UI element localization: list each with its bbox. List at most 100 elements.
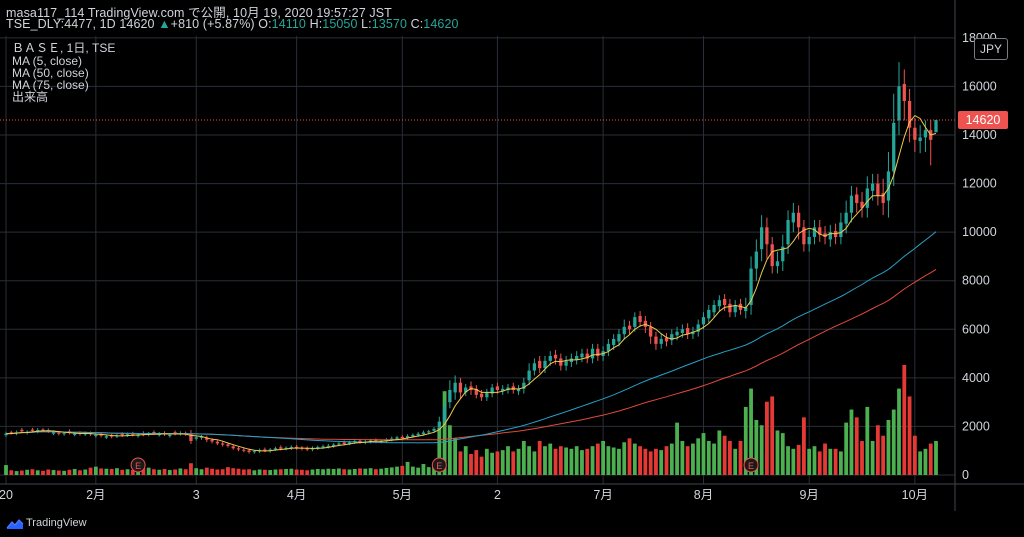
volume-bar <box>754 420 759 475</box>
volume-bar <box>19 470 24 475</box>
candle-body <box>818 227 822 235</box>
candle-body <box>4 433 8 436</box>
candle-body <box>474 388 478 395</box>
volume-bar <box>157 469 162 475</box>
tradingview-logo-icon[interactable] <box>6 518 24 530</box>
candle-body <box>432 428 436 431</box>
currency-badge[interactable]: JPY <box>974 38 1008 60</box>
candle <box>923 120 928 152</box>
earnings-E-icon[interactable]: E <box>743 457 759 473</box>
candle-body <box>289 447 293 449</box>
candle <box>617 329 621 347</box>
volume-bar <box>479 456 484 475</box>
candle-body <box>701 317 706 325</box>
candle-body <box>405 436 410 438</box>
candle-body <box>168 434 172 437</box>
y-tick-label: 14000 <box>962 128 997 142</box>
candle <box>754 239 758 281</box>
candle <box>855 187 859 213</box>
volume-bar <box>696 438 701 475</box>
volume-bar <box>490 452 495 475</box>
candle <box>818 220 822 242</box>
volume-bar <box>854 417 859 475</box>
earnings-E-icon[interactable]: E <box>130 457 146 473</box>
y-tick-label: 8000 <box>962 274 990 288</box>
volume-bar <box>849 409 854 475</box>
tradingview-watermark[interactable]: TradingView <box>26 517 87 529</box>
candle-body <box>284 447 288 449</box>
volume-bar <box>178 468 183 475</box>
candle-body <box>421 432 426 435</box>
candle-body <box>358 440 362 443</box>
earnings-marker-letter: E <box>436 461 442 471</box>
candle-body <box>759 227 764 250</box>
legend-volume[interactable]: 出来高 <box>12 90 49 104</box>
candle-body <box>622 326 626 335</box>
candle-body <box>627 325 632 330</box>
candle-body <box>252 451 256 453</box>
candle-body <box>886 171 891 201</box>
candle-body <box>173 432 177 434</box>
candle-body <box>321 446 325 448</box>
volume-bar <box>627 438 632 475</box>
legend-ma5[interactable]: MA (5, close) <box>12 54 83 68</box>
candle-body <box>897 86 901 121</box>
volume-bar <box>421 464 426 475</box>
candle-body <box>263 449 267 451</box>
candle <box>913 118 917 152</box>
volume-bar <box>410 466 415 475</box>
candle <box>501 385 505 395</box>
y-tick-label: 4000 <box>962 371 990 385</box>
volume-bar <box>865 406 870 475</box>
earnings-marker-circle <box>130 457 146 473</box>
legend-ma50[interactable]: MA (50, close) <box>12 66 89 80</box>
candle-body <box>516 388 521 392</box>
legend-title[interactable]: ＢＡＳＥ, 1日, TSE <box>12 41 116 55</box>
volume-bar <box>289 468 294 475</box>
volume-bar <box>236 468 241 475</box>
candle <box>934 119 938 133</box>
volume-bar <box>500 450 505 475</box>
candle-body <box>918 137 922 142</box>
candle-body <box>448 390 452 403</box>
volume-bar <box>749 388 753 475</box>
volume-bar <box>453 438 458 475</box>
open-value: 14110 <box>271 17 306 31</box>
candle <box>649 322 653 344</box>
candle <box>543 356 547 373</box>
candle-body <box>765 227 769 245</box>
legend-ma75[interactable]: MA (75, close) <box>12 78 89 92</box>
volume-bar <box>685 446 690 475</box>
candle <box>892 93 896 186</box>
candle <box>437 416 441 432</box>
volume-bar <box>447 425 452 475</box>
candle-body <box>707 309 711 319</box>
volume-bar <box>442 391 447 475</box>
volume-bar <box>680 440 685 475</box>
candle <box>696 319 700 337</box>
x-tick-label: 20 <box>0 488 13 502</box>
y-tick-label: 16000 <box>962 79 997 93</box>
candle-body <box>664 337 669 342</box>
earnings-E-icon[interactable]: E <box>431 457 447 473</box>
volume-bar <box>912 435 917 475</box>
volume-bar <box>923 448 928 475</box>
candle <box>110 433 114 439</box>
volume-bar <box>728 440 732 475</box>
candle <box>823 226 827 245</box>
volume-bar <box>78 470 82 475</box>
candle-body <box>770 244 774 267</box>
candle <box>686 323 690 339</box>
candle <box>865 176 869 218</box>
volume-bar <box>405 461 410 475</box>
volume-bar <box>801 417 806 475</box>
candle <box>104 434 109 440</box>
volume-bar <box>928 443 933 475</box>
candle <box>432 427 436 433</box>
candle-body <box>876 183 880 196</box>
candle <box>886 152 891 218</box>
candle-body <box>649 326 653 337</box>
candle-body <box>215 441 220 444</box>
